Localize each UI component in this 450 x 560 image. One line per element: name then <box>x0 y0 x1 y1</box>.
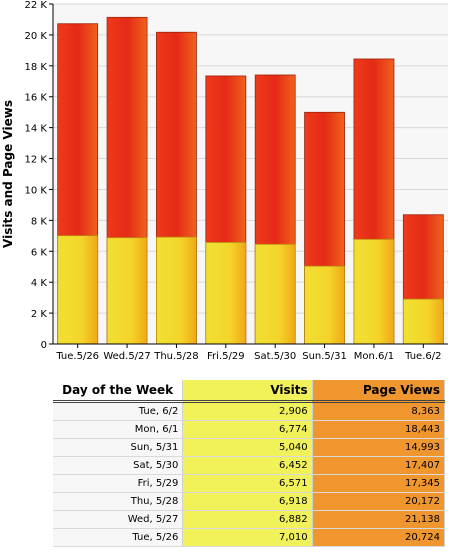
y-tick-label: 22 K <box>25 0 48 11</box>
col-header-day[interactable]: Day of the Week <box>53 380 184 402</box>
cell-visits: 6,571 <box>182 474 313 493</box>
col-header-page-views[interactable]: Page Views <box>312 380 446 402</box>
x-tick-label: Sun.5/31 <box>302 351 347 362</box>
table-row: Sun, 5/31 5,040 14,993 <box>53 438 446 457</box>
y-tick-label: 4 K <box>31 278 48 289</box>
cell-visits: 7,010 <box>182 528 313 547</box>
visits-pageviews-bar-chart: 0 2 K 4 K 6 K 8 K 10 K 12 K 14 K 16 K 18 K 20 K 22 … <box>1 0 448 362</box>
cell-visits: 6,774 <box>182 420 313 439</box>
cell-visits: 2,906 <box>182 401 313 421</box>
y-tick-label: 14 K <box>25 124 48 135</box>
y-tick-label: 6 K <box>31 247 48 258</box>
cell-day: Tue, 6/2 <box>53 401 184 421</box>
y-tick-label: 10 K <box>25 185 48 196</box>
table-row: Mon, 6/1 6,774 18,443 <box>53 420 446 439</box>
cell-visits: 6,452 <box>182 456 313 475</box>
bar-visits[interactable] <box>402 298 444 345</box>
cell-page-views: 18,443 <box>312 420 446 439</box>
visits-pageviews-table: Day of the Week Visits Page Views Tue, 6… <box>53 380 446 547</box>
cell-visits: 5,040 <box>182 438 313 457</box>
cell-day: Tue, 5/26 <box>53 528 184 547</box>
table-row: Fri, 5/29 6,571 17,345 <box>53 474 446 493</box>
table-header-row: Day of the Week Visits Page Views <box>53 380 446 402</box>
cell-visits: 6,882 <box>182 510 313 529</box>
x-tick-label: Tue.5/26 <box>55 351 99 362</box>
cell-day: Mon, 6/1 <box>53 420 184 439</box>
cell-page-views: 17,407 <box>312 456 446 475</box>
x-tick-label: Thu.5/28 <box>153 351 198 362</box>
x-tick-label: Tue.6/2 <box>404 351 441 362</box>
x-tick-label: Mon.6/1 <box>354 351 394 362</box>
cell-day: Sun, 5/31 <box>53 438 184 457</box>
bar-visits[interactable] <box>304 265 345 345</box>
y-tick-label: 18 K <box>25 62 48 73</box>
y-tick-label: 0 <box>41 340 47 351</box>
cell-day: Fri, 5/29 <box>53 474 184 493</box>
cell-day: Thu, 5/28 <box>53 492 184 511</box>
y-tick-label: 20 K <box>25 31 48 42</box>
bar-visits[interactable] <box>353 238 395 345</box>
y-axis-ticks: 0 2 K 4 K 6 K 8 K 10 K 12 K 14 K 16 K 18 K 20 K 22 … <box>25 0 53 351</box>
table-row: Tue, 6/2 2,906 8,363 <box>53 401 446 421</box>
cell-page-views: 20,724 <box>312 528 446 547</box>
cell-visits: 6,918 <box>182 492 313 511</box>
cell-page-views: 21,138 <box>312 510 446 529</box>
bar-visits[interactable] <box>156 236 197 345</box>
y-tick-label: 2 K <box>31 309 48 320</box>
cell-page-views: 20,172 <box>312 492 446 511</box>
x-tick-label: Fri.5/29 <box>207 351 245 362</box>
cell-page-views: 14,993 <box>312 438 446 457</box>
cell-day: Wed, 5/27 <box>53 510 184 529</box>
x-axis-ticks: Tue.5/26 Wed.5/27 Thu.5/28 Fri.5/29 Sat.5/30… <box>55 344 441 362</box>
table-row: Thu, 5/28 6,918 20,172 <box>53 492 446 511</box>
cell-page-views: 17,345 <box>312 474 446 493</box>
table-row: Wed, 5/27 6,882 21,138 <box>53 510 446 529</box>
table-row: Sat, 5/30 6,452 17,407 <box>53 456 446 475</box>
bar-visits[interactable] <box>106 237 148 345</box>
cell-day: Sat, 5/30 <box>53 456 184 475</box>
x-tick-label: Wed.5/27 <box>103 351 150 362</box>
y-axis-title: Visits and Page Views <box>1 100 15 248</box>
cell-page-views: 8,363 <box>312 401 446 421</box>
table-row: Tue, 5/26 7,010 20,724 <box>53 528 446 547</box>
x-tick-label: Sat.5/30 <box>254 351 296 362</box>
bar-visits[interactable] <box>254 243 296 345</box>
y-tick-label: 8 K <box>31 216 48 227</box>
y-tick-label: 16 K <box>25 93 48 104</box>
bar-visits[interactable] <box>57 235 99 345</box>
bars <box>57 16 444 345</box>
bar-visits[interactable] <box>205 242 247 345</box>
y-tick-label: 12 K <box>25 155 48 166</box>
col-header-visits[interactable]: Visits <box>182 380 313 402</box>
